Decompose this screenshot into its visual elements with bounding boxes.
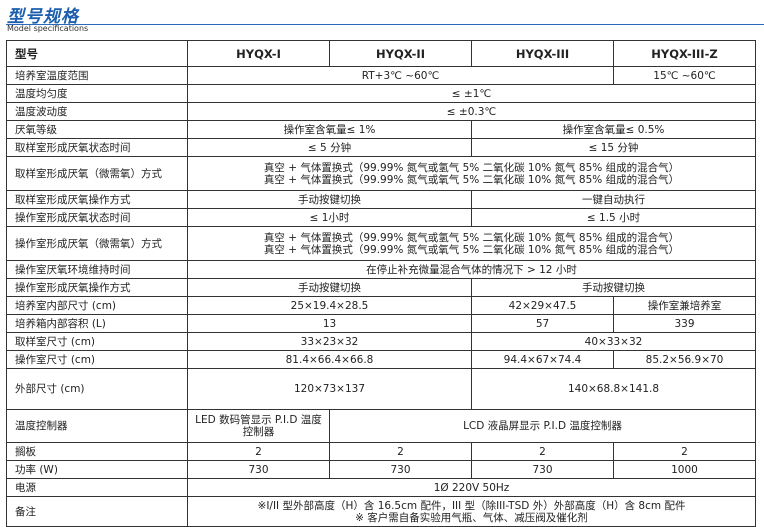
- row-value: 1Ø 220V 50Hz: [187, 478, 756, 497]
- row-label: 取样室尺寸 (cm): [6, 332, 188, 351]
- row-value: ≤ 5 分钟: [187, 138, 472, 157]
- row-label: 操作室形成厌氧操作方式: [6, 278, 188, 297]
- row-value: ≤ ±0.3℃: [187, 102, 756, 121]
- row-label: 取样室形成厌氧操作方式: [6, 190, 188, 209]
- table-row: 外部尺寸 (cm) 120×73×137 140×68.8×141.8: [6, 368, 756, 410]
- header-hyqx-iii-z: HYQX-III-Z: [613, 40, 756, 67]
- table-row: 电源 1Ø 220V 50Hz: [6, 478, 756, 497]
- section-title: 型号规格: [7, 7, 79, 27]
- row-value: 94.4×67×74.4: [471, 350, 614, 369]
- header-model: 型号: [6, 40, 188, 67]
- row-value: LCD 液晶屏显示 P.I.D 温度控制器: [329, 409, 756, 443]
- table-row: 功率 (W) 730 730 730 1000: [6, 460, 756, 479]
- row-value: ≤ 15 分钟: [471, 138, 756, 157]
- row-label: 取样室形成厌氧（微需氧）方式: [6, 156, 188, 191]
- header-row: 型号 HYQX-I HYQX-II HYQX-III HYQX-III-Z: [6, 40, 756, 67]
- row-value: 120×73×137: [187, 368, 472, 410]
- row-value: 操作室含氧量≤ 0.5%: [471, 120, 756, 139]
- row-value: 手动按键切换: [187, 278, 472, 297]
- table-row: 搁板 2 2 2 2: [6, 442, 756, 461]
- row-label: 操作室形成厌氧状态时间: [6, 208, 188, 227]
- row-label: 搁板: [6, 442, 188, 461]
- row-value: 真空 + 气体置换式（99.99% 氮气或氢气 5% 二氧化碳 10% 氮气 8…: [187, 156, 756, 191]
- table-row: 操作室形成厌氧状态时间 ≤ 1小时 ≤ 1.5 小时: [6, 208, 756, 227]
- row-label: 厌氧等级: [6, 120, 188, 139]
- row-label: 取样室形成厌氧状态时间: [6, 138, 188, 157]
- row-value: 730: [471, 460, 614, 479]
- row-label: 电源: [6, 478, 188, 497]
- row-value: 2: [471, 442, 614, 461]
- row-value: 操作室含氧量≤ 1%: [187, 120, 472, 139]
- row-label: 温度波动度: [6, 102, 188, 121]
- table-row: 取样室尺寸 (cm) 33×23×32 40×33×32: [6, 332, 756, 351]
- table-row: 取样室形成厌氧（微需氧）方式 真空 + 气体置换式（99.99% 氮气或氢气 5%…: [6, 156, 756, 191]
- row-value: 730: [187, 460, 330, 479]
- row-label: 操作室厌氧环境维持时间: [6, 260, 188, 279]
- row-value: ≤ ±1℃: [187, 84, 756, 103]
- table-row: 操作室尺寸 (cm) 81.4×66.4×66.8 94.4×67×74.4 85.2…: [6, 350, 756, 369]
- row-value: 手动按键切换: [471, 278, 756, 297]
- table-row: 温度控制器 LED 数码管显示 P.I.D 温度控制器 LCD 液晶屏显示 P.I.…: [6, 409, 756, 443]
- row-value: RT+3℃ ~60℃: [187, 66, 614, 85]
- header-hyqx-ii: HYQX-II: [329, 40, 472, 67]
- title-divider: [6, 24, 764, 25]
- table-row: 培养室温度范围 RT+3℃ ~60℃ 15℃ ~60℃: [6, 66, 756, 85]
- row-value: 2: [613, 442, 756, 461]
- table-row: 操作室形成厌氧（微需氧）方式 真空 + 气体置换式（99.99% 氮气或氢气 5%…: [6, 226, 756, 261]
- row-value: 40×33×32: [471, 332, 756, 351]
- row-label: 操作室尺寸 (cm): [6, 350, 188, 369]
- header-hyqx-i: HYQX-I: [187, 40, 330, 67]
- row-label: 外部尺寸 (cm): [6, 368, 188, 410]
- table-row: 操作室形成厌氧操作方式 手动按键切换 手动按键切换: [6, 278, 756, 297]
- row-value: 140×68.8×141.8: [471, 368, 756, 410]
- row-value: 一键自动执行: [471, 190, 756, 209]
- table-row: 取样室形成厌氧状态时间 ≤ 5 分钟 ≤ 15 分钟: [6, 138, 756, 157]
- row-value: 57: [471, 314, 614, 333]
- table-row: 操作室厌氧环境维持时间 在停止补充微量混合气体的情况下 > 12 小时: [6, 260, 756, 279]
- row-value: 81.4×66.4×66.8: [187, 350, 472, 369]
- row-value: 339: [613, 314, 756, 333]
- row-value: 1000: [613, 460, 756, 479]
- row-label: 培养箱内部容积 (L): [6, 314, 188, 333]
- row-label: 操作室形成厌氧（微需氧）方式: [6, 226, 188, 261]
- table-row: 厌氧等级 操作室含氧量≤ 1% 操作室含氧量≤ 0.5%: [6, 120, 756, 139]
- row-value: 操作室兼培养室: [613, 296, 756, 315]
- row-value: 在停止补充微量混合气体的情况下 > 12 小时: [187, 260, 756, 279]
- row-value: ≤ 1.5 小时: [471, 208, 756, 227]
- row-value: ≤ 1小时: [187, 208, 472, 227]
- table-row: 取样室形成厌氧操作方式 手动按键切换 一键自动执行: [6, 190, 756, 209]
- row-value: 85.2×56.9×70: [613, 350, 756, 369]
- row-value: 13: [187, 314, 472, 333]
- row-value: 2: [187, 442, 330, 461]
- row-value: 15℃ ~60℃: [613, 66, 756, 85]
- table-row: 培养箱内部容积 (L) 13 57 339: [6, 314, 756, 333]
- row-value: 33×23×32: [187, 332, 472, 351]
- row-value: 25×19.4×28.5: [187, 296, 472, 315]
- row-label: 功率 (W): [6, 460, 188, 479]
- table-row: 培养室内部尺寸 (cm) 25×19.4×28.5 42×29×47.5 操作室兼培养…: [6, 296, 756, 315]
- row-value: 手动按键切换: [187, 190, 472, 209]
- header-hyqx-iii: HYQX-III: [471, 40, 614, 67]
- row-value: 42×29×47.5: [471, 296, 614, 315]
- row-value: LED 数码管显示 P.I.D 温度控制器: [187, 409, 330, 443]
- row-value: 730: [329, 460, 472, 479]
- row-label: 温度均匀度: [6, 84, 188, 103]
- spec-table: 型号 HYQX-I HYQX-II HYQX-III HYQX-III-Z 培养…: [6, 40, 756, 527]
- row-value: 真空 + 气体置换式（99.99% 氮气或氢气 5% 二氧化碳 10% 氮气 8…: [187, 226, 756, 261]
- row-value: 2: [329, 442, 472, 461]
- row-label: 温度控制器: [6, 409, 188, 443]
- table-row: 温度波动度 ≤ ±0.3℃: [6, 102, 756, 121]
- row-label: 培养室内部尺寸 (cm): [6, 296, 188, 315]
- table-row: 温度均匀度 ≤ ±1℃: [6, 84, 756, 103]
- section-subtitle: Model specifications: [7, 24, 89, 33]
- row-label: 培养室温度范围: [6, 66, 188, 85]
